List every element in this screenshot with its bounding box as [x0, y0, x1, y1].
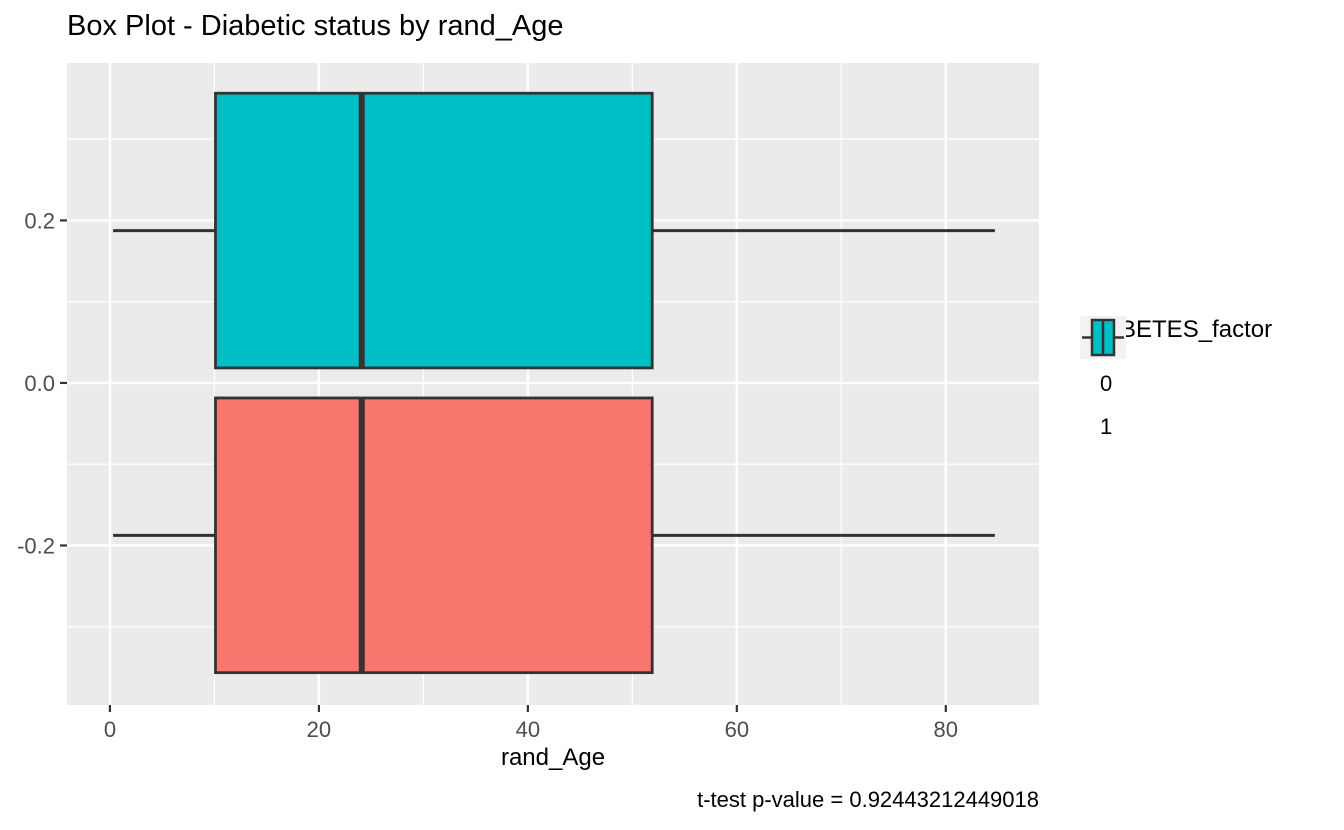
x-tick-label: 0	[104, 717, 116, 742]
legend-item-0: 0	[1080, 316, 1272, 405]
y-tick-label: 0.2	[24, 208, 55, 233]
x-tick-label: 80	[934, 717, 958, 742]
x-axis-title: rand_Age	[500, 744, 606, 771]
boxplot-key-icon	[1080, 316, 1126, 359]
legend-items: 0 1	[1080, 316, 1272, 448]
boxplot-box-1	[214, 91, 654, 370]
plot-caption: t-test p-value = 0.92443212449018	[697, 787, 1039, 812]
y-tick-label: 0.0	[24, 371, 55, 396]
x-tick-label: 40	[516, 717, 540, 742]
legend: DIABETES_factor 0 1	[1080, 316, 1272, 448]
x-tick-label: 20	[307, 717, 331, 742]
legend-label: 1	[1100, 413, 1113, 439]
plot-title: Box Plot - Diabetic status by rand_Age	[67, 10, 564, 42]
legend-item-1: 1	[1080, 316, 1272, 448]
legend-label: 0	[1100, 370, 1113, 396]
y-tick-label: -0.2	[17, 533, 55, 558]
boxplot-box-0	[214, 396, 654, 675]
x-tick-label: 60	[725, 717, 749, 742]
